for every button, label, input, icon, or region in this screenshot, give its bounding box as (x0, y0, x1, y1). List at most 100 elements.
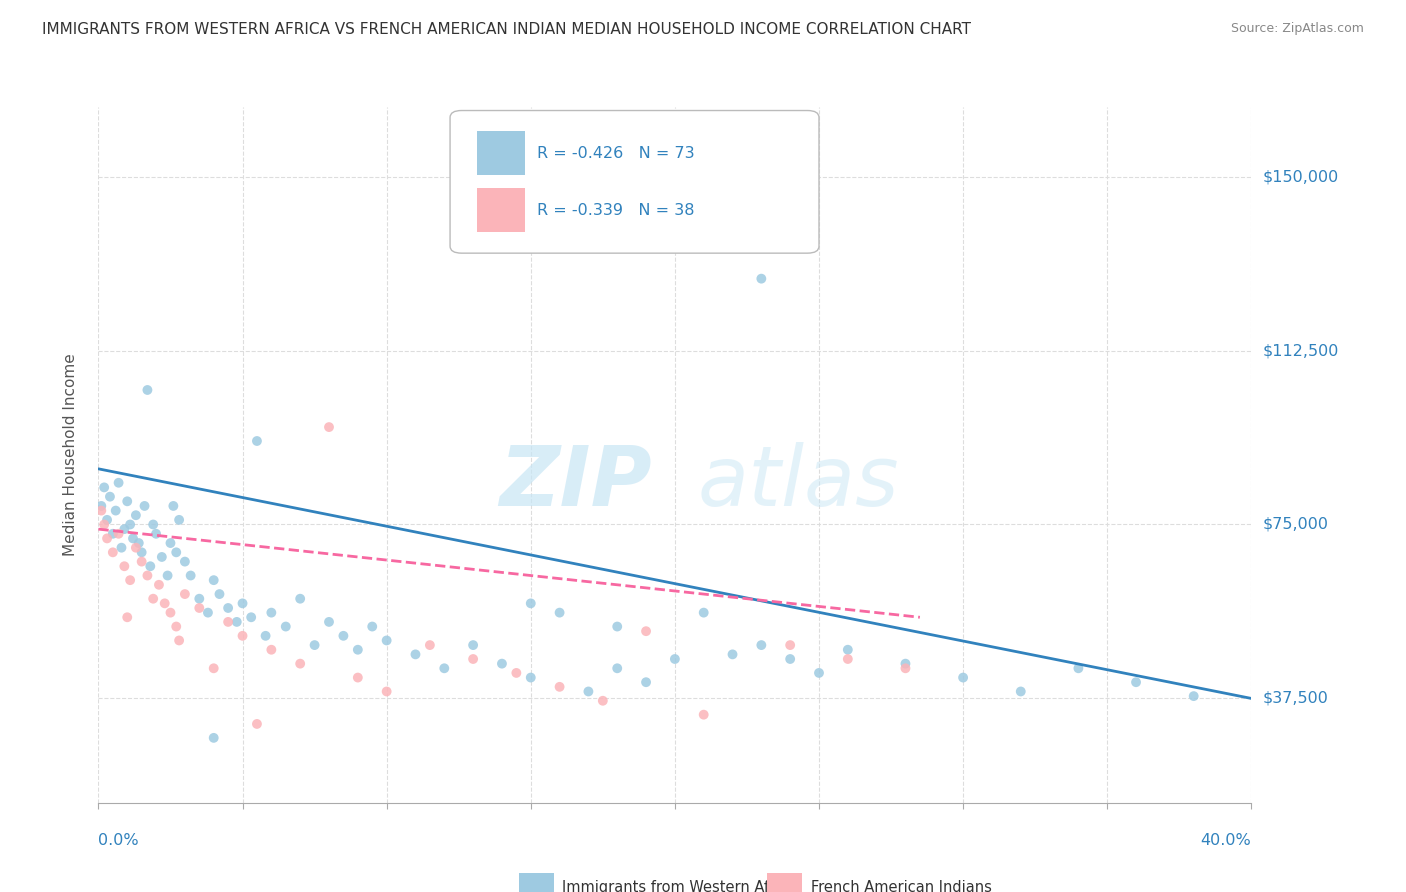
Point (894, 661, 917, 675)
Text: 40.0%: 40.0% (1201, 833, 1251, 848)
Point (751, 271, 773, 285)
FancyBboxPatch shape (477, 188, 524, 232)
Point (520, 596, 543, 610)
Point (188, 601, 211, 615)
Point (142, 517, 165, 532)
Point (142, 591, 165, 606)
FancyBboxPatch shape (519, 873, 554, 892)
Text: atlas: atlas (697, 442, 900, 524)
Text: Source: ZipAtlas.com: Source: ZipAtlas.com (1230, 22, 1364, 36)
Point (112, 559, 135, 574)
Point (375, 684, 398, 698)
Point (131, 545, 153, 559)
FancyBboxPatch shape (768, 873, 801, 892)
Point (274, 619, 297, 633)
Point (318, 615, 340, 629)
Point (101, 545, 124, 559)
Point (188, 591, 211, 606)
Point (174, 587, 197, 601)
FancyBboxPatch shape (477, 131, 524, 175)
Point (548, 606, 571, 620)
Point (93, 480, 115, 494)
Point (231, 629, 254, 643)
Point (125, 541, 148, 555)
Text: 0.0%: 0.0% (98, 833, 139, 848)
FancyBboxPatch shape (450, 111, 818, 253)
Point (419, 638, 441, 652)
Point (505, 665, 527, 680)
Point (104, 503, 127, 517)
Point (150, 549, 173, 564)
Point (837, 642, 859, 657)
Point (120, 517, 142, 532)
Point (153, 596, 176, 610)
Point (117, 494, 138, 508)
Point (260, 642, 283, 657)
Point (1125, 675, 1147, 690)
Point (136, 568, 159, 582)
Point (93, 517, 115, 532)
Point (606, 661, 628, 675)
Point (107, 475, 129, 490)
Text: $112,500: $112,500 (1263, 343, 1339, 358)
Point (174, 555, 197, 569)
Point (136, 383, 159, 397)
Point (122, 532, 145, 546)
Point (90, 499, 112, 513)
Point (110, 541, 132, 555)
Point (159, 606, 181, 620)
Point (721, 648, 744, 662)
Point (779, 652, 801, 666)
Point (578, 684, 600, 698)
Point (491, 657, 513, 671)
Text: $75,000: $75,000 (1263, 517, 1329, 532)
Point (592, 694, 614, 708)
Point (197, 606, 219, 620)
Point (117, 610, 138, 624)
Point (1067, 661, 1090, 675)
Text: IMMIGRANTS FROM WESTERN AFRICA VS FRENCH AMERICAN INDIAN MEDIAN HOUSEHOLD INCOME: IMMIGRANTS FROM WESTERN AFRICA VS FRENCH… (42, 22, 972, 37)
Point (202, 731, 225, 745)
Point (167, 633, 190, 648)
Point (837, 652, 859, 666)
Point (90, 503, 112, 517)
Text: R = -0.426   N = 73: R = -0.426 N = 73 (537, 146, 695, 161)
Point (180, 568, 202, 582)
Point (225, 615, 247, 629)
Point (260, 606, 283, 620)
Point (167, 513, 190, 527)
Point (346, 671, 368, 685)
Point (636, 624, 658, 639)
Point (346, 642, 368, 657)
Point (520, 671, 543, 685)
Point (1010, 684, 1032, 698)
Text: $150,000: $150,000 (1263, 169, 1339, 184)
Point (254, 629, 277, 643)
Point (664, 652, 686, 666)
Point (361, 619, 384, 633)
Point (120, 573, 142, 587)
Point (159, 536, 181, 550)
Point (246, 434, 269, 448)
Point (375, 633, 398, 648)
Point (751, 638, 773, 652)
Point (405, 648, 427, 662)
Point (240, 610, 263, 624)
Point (231, 596, 254, 610)
Point (96, 513, 118, 527)
Point (779, 638, 801, 652)
Point (290, 657, 312, 671)
Text: R = -0.339   N = 38: R = -0.339 N = 38 (537, 202, 695, 218)
Point (894, 657, 917, 671)
Point (112, 522, 135, 536)
Point (208, 587, 231, 601)
Y-axis label: Median Household Income: Median Household Income (63, 353, 77, 557)
Point (693, 606, 716, 620)
Point (636, 675, 658, 690)
Point (952, 671, 974, 685)
Point (125, 508, 148, 523)
Point (162, 499, 184, 513)
Point (165, 619, 187, 633)
Point (139, 559, 162, 574)
Text: Immigrants from Western Africa: Immigrants from Western Africa (562, 880, 796, 892)
